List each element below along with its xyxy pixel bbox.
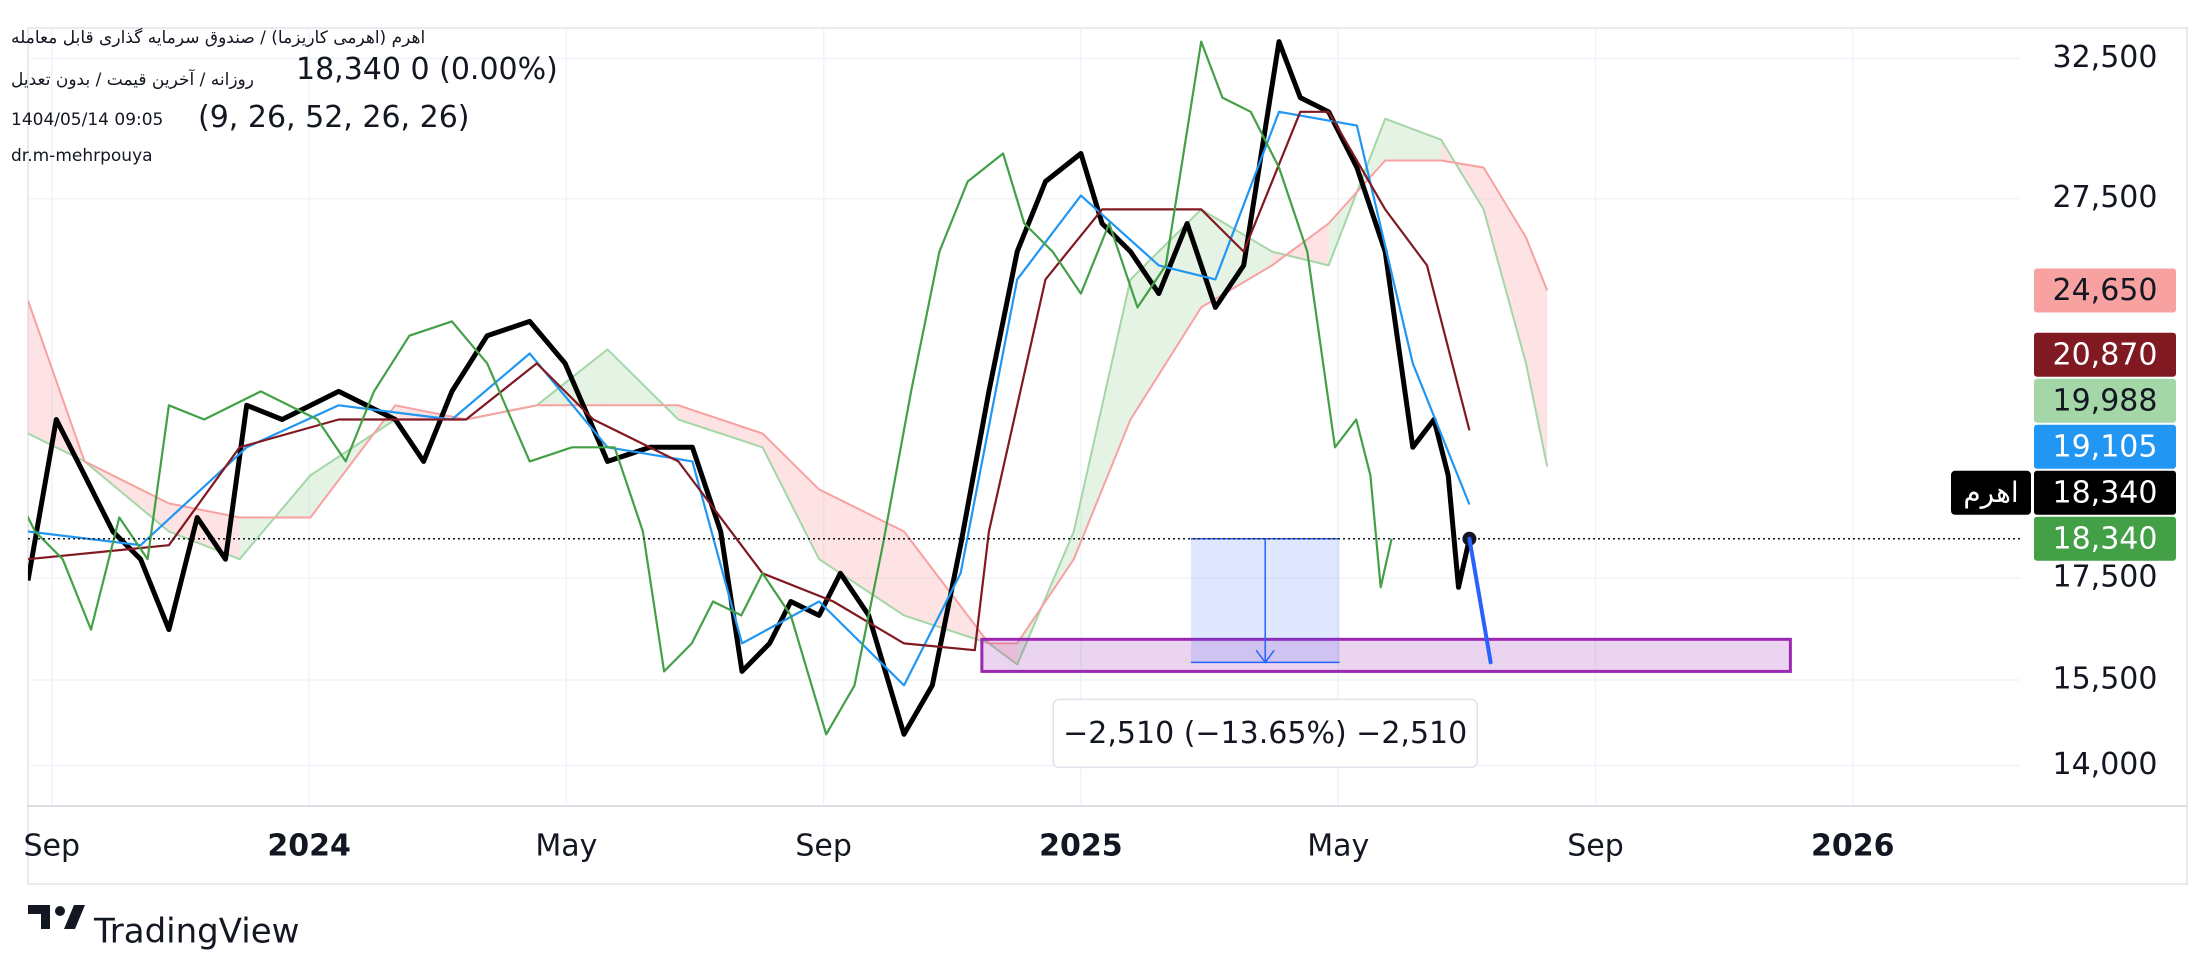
price-label-box — [2034, 424, 2176, 469]
grid — [28, 28, 2020, 806]
logo-mark — [28, 905, 50, 929]
span-a-line — [28, 117, 1549, 666]
symbol-title: اهرم (اهرمی کاریزما) / صندوق سرمایه گذار… — [11, 28, 426, 48]
price-label-box — [2034, 332, 2176, 377]
price-label: 19,988 — [2053, 383, 2158, 418]
price-label: 18,340 — [2053, 521, 2158, 556]
frame — [27, 27, 2188, 885]
price-label-box — [2034, 470, 2176, 515]
span-b-line — [28, 159, 1549, 645]
cloud-fill — [762, 433, 820, 560]
cloud-fill — [678, 405, 763, 448]
measure-label-box — [1052, 698, 1478, 769]
cloud-fill — [1073, 279, 1131, 560]
price-labels: 24,650 20,870 19,988 19,105 18,340 اهرم 18,340 — [1951, 268, 2176, 561]
series-line — [28, 39, 1472, 737]
measure-label: −2,510 (−13.65%) −2,510 — [1063, 716, 1467, 751]
plot-area: −2,510 (−13.65%) −2,510 — [28, 39, 2020, 769]
x-tick-label: May — [1307, 829, 1369, 864]
price-label: 24,650 — [2053, 273, 2158, 308]
y-tick-label: 15,500 — [2053, 662, 2158, 697]
price-label-box — [2034, 268, 2176, 313]
cloud-fill — [1483, 167, 1527, 364]
series-line — [28, 110, 1471, 687]
y-tick-label: 17,500 — [2053, 560, 2158, 595]
symbol-tag-box — [1951, 470, 2031, 515]
price-label-box — [2034, 516, 2176, 561]
settings: روزانه / آخرین قیمت / بدون تعدیل — [11, 70, 254, 90]
projection-line — [1467, 536, 1493, 665]
price-label: 19,105 — [2053, 429, 2158, 464]
x-tick-label: 2024 — [267, 829, 351, 864]
logo-mark — [64, 905, 85, 929]
series-line — [28, 40, 1393, 736]
axes: 14,000 15,500 17,500 27,500 32,500 Sep 2024 May… — [24, 40, 2158, 864]
x-tick-label: Sep — [795, 829, 852, 864]
cloud-fill — [1385, 118, 1442, 161]
price-label-box — [2034, 378, 2176, 423]
measure-arrowhead — [1255, 649, 1275, 664]
x-tick-label: Sep — [24, 829, 81, 864]
y-tick-label: 14,000 — [2053, 747, 2158, 782]
series-line — [28, 110, 1471, 652]
target-zone — [980, 637, 1792, 673]
cloud-fill — [819, 489, 905, 616]
brand: TradingView — [93, 912, 299, 952]
price-label: 18,340 — [2053, 475, 2158, 510]
x-tick-label: May — [535, 829, 597, 864]
y-tick-label: 27,500 — [2053, 180, 2158, 215]
logo-mark — [55, 906, 65, 916]
brand-logo: TradingView — [28, 905, 299, 952]
cloud-fill — [1201, 209, 1272, 308]
x-tick-label: 2025 — [1039, 829, 1123, 864]
quote: 18,340 0 (0.00%) — [296, 52, 558, 87]
timestamp: 1404/05/14 09:05 — [11, 110, 164, 130]
indicator-params: (9, 26, 52, 26, 26) — [198, 100, 470, 135]
price-label: 20,870 — [2053, 337, 2158, 372]
symbol-tag: اهرم — [1963, 476, 2018, 509]
cloud-fill — [1526, 237, 1548, 467]
x-tick-label: Sep — [1567, 829, 1624, 864]
y-tick-label: 32,500 — [2053, 40, 2158, 75]
author: dr.m-mehrpouya — [11, 146, 153, 166]
x-tick-label: 2026 — [1811, 829, 1895, 864]
